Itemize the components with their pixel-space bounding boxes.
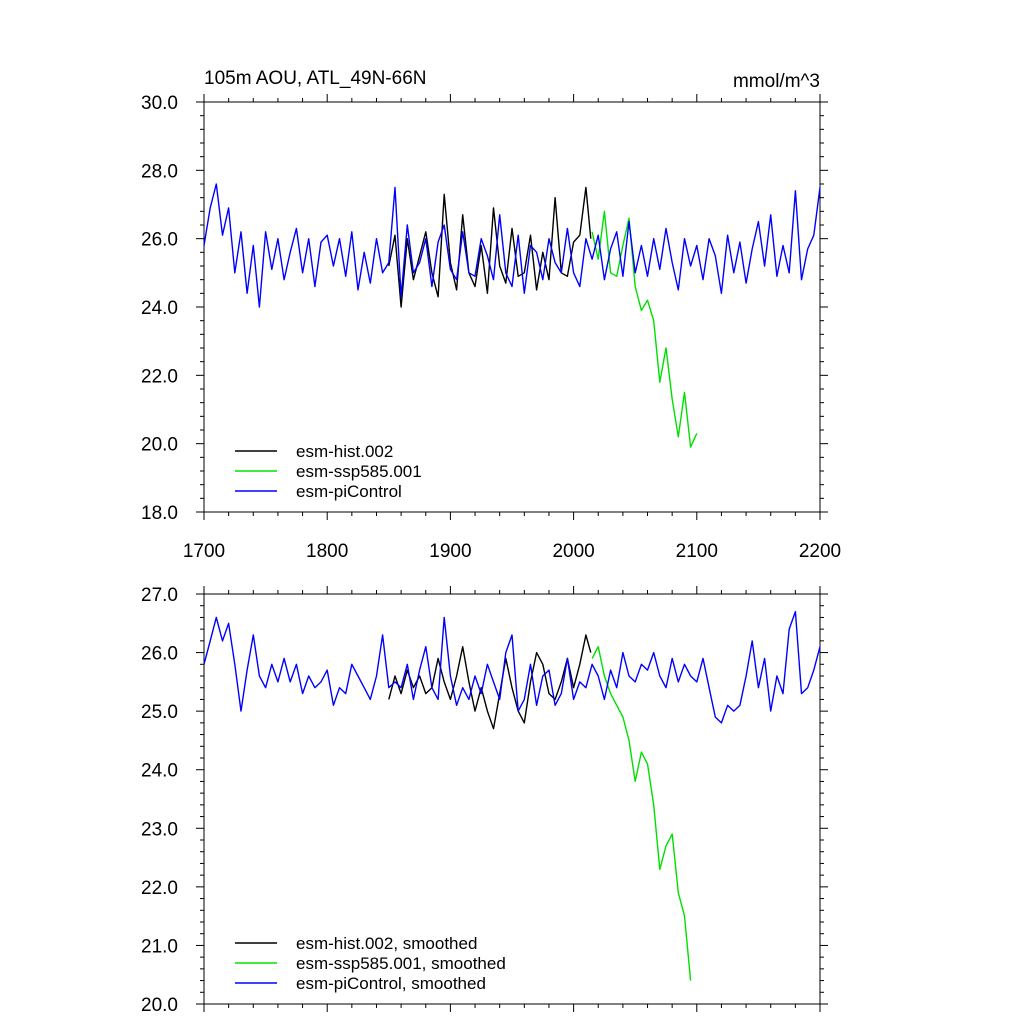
y-tick-label: 25.0 bbox=[141, 702, 178, 723]
series-line bbox=[591, 210, 698, 448]
x-tick-label: 2200 bbox=[799, 541, 841, 562]
y-tick-label: 24.0 bbox=[141, 298, 178, 319]
units-label: mmol/m^3 bbox=[733, 71, 820, 92]
y-tick-label: 28.0 bbox=[141, 161, 178, 182]
y-tick-label: 27.0 bbox=[141, 585, 178, 606]
top-panel: 105m AOU, ATL_49N-66N mmol/m^3 18.0 20.0 2… bbox=[141, 68, 841, 562]
axes: 20.0 21.0 22.0 23.0 24.0 25.0 26.0 27.0 bbox=[141, 585, 828, 1016]
y-tick-label: 24.0 bbox=[141, 761, 178, 782]
legend-label: esm-ssp585.001, smoothed bbox=[296, 954, 506, 973]
legend-label: esm-ssp585.001 bbox=[296, 462, 422, 481]
series-lines bbox=[203, 610, 821, 981]
y-tick-label: 22.0 bbox=[141, 878, 178, 899]
x-tick-label: 1700 bbox=[183, 541, 225, 562]
x-tick-label: 2100 bbox=[676, 541, 718, 562]
x-tick-label: 1800 bbox=[306, 541, 348, 562]
series-lines bbox=[203, 183, 821, 448]
series-line bbox=[203, 183, 821, 308]
y-tick-label: 20.0 bbox=[141, 995, 178, 1016]
y-tick-label: 23.0 bbox=[141, 819, 178, 840]
series-line bbox=[591, 646, 692, 981]
y-tick-label: 20.0 bbox=[141, 435, 178, 456]
y-tick-label: 21.0 bbox=[141, 936, 178, 957]
series-line bbox=[203, 610, 821, 724]
x-tick-label: 2000 bbox=[552, 541, 594, 562]
series-line bbox=[388, 634, 592, 730]
y-tick-label: 22.0 bbox=[141, 366, 178, 387]
series-line bbox=[388, 186, 592, 308]
legend-label: esm-hist.002, smoothed bbox=[296, 934, 477, 953]
x-tick-label: 1900 bbox=[429, 541, 471, 562]
y-tick-label: 26.0 bbox=[141, 230, 178, 251]
y-tick-label: 18.0 bbox=[141, 503, 178, 524]
legend-label: esm-piControl, smoothed bbox=[296, 974, 486, 993]
plot-frame bbox=[203, 593, 821, 1005]
chart-title: 105m AOU, ATL_49N-66N bbox=[204, 68, 426, 89]
legend-label: esm-hist.002 bbox=[296, 442, 393, 461]
legend-label: esm-piControl bbox=[296, 482, 402, 501]
y-tick-label: 26.0 bbox=[141, 644, 178, 665]
axes: 18.0 20.0 22.0 24.0 26.0 28.0 30.0 1700 1800 1900… bbox=[141, 93, 841, 562]
y-tick-label: 30.0 bbox=[141, 93, 178, 114]
bottom-panel: 20.0 21.0 22.0 23.0 24.0 25.0 26.0 27.0 esm-his… bbox=[141, 585, 828, 1016]
